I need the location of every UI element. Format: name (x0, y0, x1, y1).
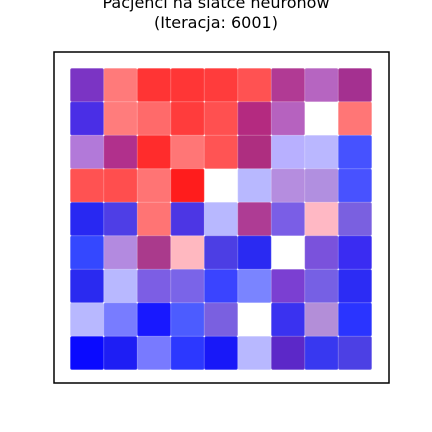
heatmap-cell-r0-c2 (137, 68, 171, 102)
heatmap-cell-r8-c7 (304, 336, 339, 370)
heatmap-cell-r4-c1 (103, 202, 138, 236)
heatmap-cell-r1-c3 (170, 101, 205, 136)
heatmap-cell-r3-c8 (338, 168, 372, 203)
heatmap-cell-r6-c5 (237, 269, 272, 303)
heatmap-cell-r1-c4 (204, 101, 238, 136)
heatmap-cell-r0-c6 (271, 68, 305, 102)
heatmap-cell-r6-c4 (204, 269, 238, 303)
heatmap-cell-r7-c8 (338, 302, 372, 337)
heatmap-cell-r0-c5 (237, 68, 272, 102)
heatmap-cell-r8-c4 (204, 336, 238, 370)
heatmap-cell-r1-c8 (338, 101, 372, 136)
heatmap-cell-r1-c5 (237, 101, 272, 136)
heatmap-cell-r3-c7 (304, 168, 339, 203)
heatmap-cell-r7-c0 (70, 302, 104, 337)
heatmap-cell-r2-c7 (304, 135, 339, 169)
heatmap-cell-r3-c6 (271, 168, 305, 203)
heatmap-cell-r4-c2 (137, 202, 171, 236)
heatmap-cell-r4-c7 (304, 202, 339, 236)
heatmap-cell-r2-c6 (271, 135, 305, 169)
heatmap-cell-r2-c0 (70, 135, 104, 169)
heatmap-cell-r4-c8 (338, 202, 372, 236)
heatmap-cell-r6-c0 (70, 269, 104, 303)
chart-title-line1: Pacjenci na siatce neuronów (102, 0, 330, 12)
heatmap-cell-r7-c6 (271, 302, 305, 337)
heatmap-cell-r5-c8 (338, 235, 372, 270)
heatmap-cell-r1-c1 (103, 101, 138, 136)
chart-title: Pacjenci na siatce neuronów (Iteracja: 6… (0, 0, 432, 33)
chart-title-line2: (Iteracja: 6001) (154, 13, 278, 32)
heatmap-cell-r7-c7 (304, 302, 339, 337)
heatmap-cell-r2-c3 (170, 135, 205, 169)
heatmap-cell-r2-c2 (137, 135, 171, 169)
heatmap-cell-r4-c4 (204, 202, 238, 236)
heatmap-cell-r3-c0 (70, 168, 104, 203)
heatmap-cell-r4-c6 (271, 202, 305, 236)
heatmap-cell-r7-c2 (137, 302, 171, 337)
heatmap-cell-r8-c6 (271, 336, 305, 370)
heatmap-cell-r0-c7 (304, 68, 339, 102)
heatmap-cell-r5-c3 (170, 235, 205, 270)
heatmap-cell-r5-c5 (237, 235, 272, 270)
heatmap-cell-r1-c2 (137, 101, 171, 136)
heatmap-cell-r1-c0 (70, 101, 104, 136)
heatmap-cell-r8-c8 (338, 336, 372, 370)
heatmap-cell-r8-c1 (103, 336, 138, 370)
heatmap-cell-r8-c2 (137, 336, 171, 370)
heatmap-cell-r0-c0 (70, 68, 104, 102)
heatmap-cell-r2-c5 (237, 135, 272, 169)
heatmap-cell-r5-c7 (304, 235, 339, 270)
heatmap-cell-r6-c8 (338, 269, 372, 303)
heatmap-cell-r4-c3 (170, 202, 205, 236)
heatmap-cell-r8-c0 (70, 336, 104, 370)
heatmap-cell-r6-c6 (271, 269, 305, 303)
heatmap-cell-r6-c3 (170, 269, 205, 303)
heatmap-cell-r7-c4 (204, 302, 238, 337)
heatmap-cell-r7-c3 (170, 302, 205, 337)
heatmap-cell-r5-c4 (204, 235, 238, 270)
heatmap-cell-r0-c1 (103, 68, 138, 102)
heatmap-cell-r0-c3 (170, 68, 205, 102)
heatmap-cell-r4-c5 (237, 202, 272, 236)
heatmap-cell-r8-c3 (170, 336, 205, 370)
heatmap-cell-r6-c1 (103, 269, 138, 303)
heatmap-cell-r5-c1 (103, 235, 138, 270)
heatmap-cell-r0-c8 (338, 68, 372, 102)
heatmap-cells (70, 68, 372, 370)
heatmap-cell-r6-c7 (304, 269, 339, 303)
heatmap-cell-r4-c0 (70, 202, 104, 236)
heatmap-cell-r1-c6 (271, 101, 305, 136)
heatmap-cell-r7-c1 (103, 302, 138, 337)
heatmap-cell-r3-c2 (137, 168, 171, 203)
heatmap-cell-r6-c2 (137, 269, 171, 303)
heatmap-cell-r5-c0 (70, 235, 104, 270)
heatmap-cell-r2-c8 (338, 135, 372, 169)
heatmap-cell-r0-c4 (204, 68, 238, 102)
heatmap-cell-r2-c1 (103, 135, 138, 169)
heatmap-cell-r3-c1 (103, 168, 138, 203)
heatmap-cell-r2-c4 (204, 135, 238, 169)
heatmap-cell-r5-c2 (137, 235, 171, 270)
heatmap-cell-r3-c3 (170, 168, 205, 203)
heatmap-cell-r3-c5 (237, 168, 272, 203)
heatmap-cell-r8-c5 (237, 336, 272, 370)
